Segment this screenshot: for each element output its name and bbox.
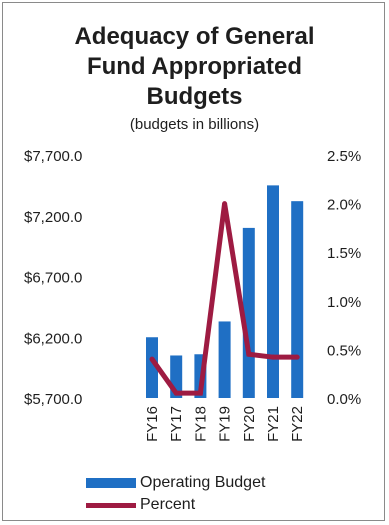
legend-swatch-line bbox=[86, 502, 136, 508]
chart-frame bbox=[2, 2, 385, 521]
y-right-tick-label: 1.5% bbox=[327, 245, 361, 262]
point-percent bbox=[294, 354, 300, 360]
chart-title-line-3: Budgets bbox=[146, 83, 243, 110]
y-right-tick-label: 1.0% bbox=[327, 294, 361, 311]
bar-operating-budget bbox=[218, 321, 231, 398]
point-percent bbox=[270, 354, 276, 360]
point-percent bbox=[246, 351, 252, 357]
x-tick-label: FY19 bbox=[217, 406, 234, 442]
y-left-tick-label: $5,700.0 bbox=[24, 391, 82, 408]
x-tick-label: FY22 bbox=[289, 406, 306, 442]
chart-subtitle: (budgets in billions) bbox=[129, 116, 260, 133]
y-left-tick-label: $7,700.0 bbox=[24, 148, 82, 165]
point-percent bbox=[222, 201, 228, 207]
x-tick-label: FY20 bbox=[241, 406, 258, 442]
x-tick-label: FY17 bbox=[168, 406, 185, 442]
chart-title-line-2: Fund Appropriated bbox=[86, 53, 303, 80]
bar-operating-budget bbox=[146, 337, 158, 398]
x-tick-label: FY16 bbox=[144, 406, 161, 442]
x-tick-label: FY18 bbox=[192, 406, 209, 442]
point-percent bbox=[197, 390, 203, 396]
chart-title-line-1: Adequacy of General bbox=[74, 23, 315, 50]
y-left-tick-label: $6,200.0 bbox=[24, 330, 82, 347]
y-left-tick-label: $7,200.0 bbox=[24, 209, 82, 226]
bar-operating-budget bbox=[267, 185, 279, 398]
x-tick-label: FY21 bbox=[265, 406, 282, 442]
y-right-tick-label: 0.5% bbox=[327, 342, 361, 359]
legend-label-percent: Percent bbox=[140, 496, 196, 513]
point-percent bbox=[149, 356, 155, 362]
y-left-tick-label: $6,700.0 bbox=[24, 270, 82, 287]
legend-label-operating-budget: Operating Budget bbox=[140, 474, 266, 491]
legend-item-percent: Percent bbox=[86, 494, 195, 516]
bar-operating-budget bbox=[291, 201, 304, 398]
y-right-tick-label: 2.5% bbox=[327, 148, 361, 165]
point-percent bbox=[173, 390, 179, 396]
legend-swatch-bar bbox=[86, 478, 136, 488]
y-right-tick-label: 2.0% bbox=[327, 197, 361, 214]
legend-item-operating-budget: Operating Budget bbox=[86, 472, 265, 494]
y-right-tick-label: 0.0% bbox=[327, 391, 361, 408]
